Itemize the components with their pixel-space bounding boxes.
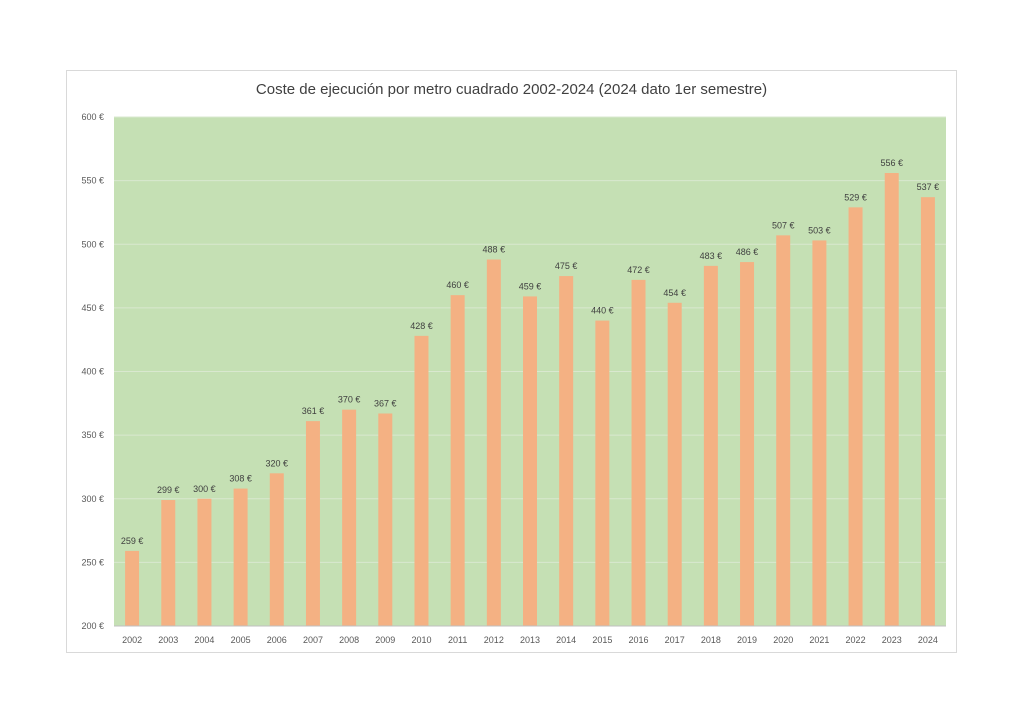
data-label: 483 €: [700, 251, 723, 261]
bar: [740, 262, 755, 626]
x-tick-label: 2008: [339, 635, 359, 645]
x-tick-label: 2003: [158, 635, 178, 645]
x-tick-label: 2005: [231, 635, 251, 645]
data-label: 460 €: [446, 280, 469, 290]
x-tick-label: 2012: [484, 635, 504, 645]
bar: [450, 295, 465, 626]
x-tick-label: 2019: [737, 635, 757, 645]
data-label: 459 €: [519, 281, 542, 291]
bar: [703, 265, 718, 626]
x-tick-label: 2002: [122, 635, 142, 645]
bar: [776, 235, 791, 626]
x-tick-label: 2022: [846, 635, 866, 645]
y-tick-label: 300 €: [81, 494, 104, 504]
x-tick-label: 2023: [882, 635, 902, 645]
y-tick-label: 350 €: [81, 430, 104, 440]
bar: [667, 302, 682, 626]
bar: [414, 335, 429, 626]
bar: [269, 473, 284, 626]
data-label: 488 €: [483, 245, 506, 255]
data-label: 259 €: [121, 536, 144, 546]
y-tick-label: 600 €: [81, 112, 104, 122]
bar: [378, 413, 393, 626]
data-label: 556 €: [880, 158, 903, 168]
x-tick-label: 2013: [520, 635, 540, 645]
data-label: 299 €: [157, 485, 180, 495]
x-axis: 2002 2003 2004 2005 2006 2007 2008 2009 2010 2011…: [114, 625, 946, 645]
bar: [812, 240, 827, 626]
data-label: 454 €: [663, 288, 686, 298]
x-tick-label: 2017: [665, 635, 685, 645]
bar: [848, 207, 863, 626]
chart-frame: Coste de ejecución por metro cuadrado 20…: [66, 70, 957, 653]
bar: [125, 550, 140, 626]
y-tick-label: 450 €: [81, 303, 104, 313]
x-tick-label: 2021: [809, 635, 829, 645]
data-label: 308 €: [229, 474, 252, 484]
bar-chart: 259 € 299 € 300 € 308 € 320 € 361 € 370 € 367 €…: [81, 112, 946, 645]
x-tick-label: 2024: [918, 635, 938, 645]
bar: [342, 409, 357, 626]
bar: [559, 276, 574, 626]
data-label: 361 €: [302, 406, 325, 416]
data-label: 440 €: [591, 306, 614, 316]
data-label: 428 €: [410, 321, 433, 331]
data-label: 320 €: [266, 458, 289, 468]
data-labels: 259 € 299 € 300 € 308 € 320 € 361 € 370 € 367 €…: [121, 158, 939, 546]
x-tick-label: 2007: [303, 635, 323, 645]
x-tick-label: 2011: [448, 635, 467, 645]
bars: [125, 172, 935, 626]
x-tick-label: 2018: [701, 635, 721, 645]
y-tick-label: 550 €: [81, 176, 104, 186]
data-label: 475 €: [555, 261, 578, 271]
x-tick-label: 2014: [556, 635, 576, 645]
data-label: 300 €: [193, 484, 216, 494]
data-label: 529 €: [844, 192, 867, 202]
bar: [233, 488, 248, 626]
data-label: 537 €: [917, 182, 940, 192]
bar: [884, 172, 899, 626]
data-label: 367 €: [374, 398, 397, 408]
x-tick-label: 2020: [773, 635, 793, 645]
y-tick-label: 250 €: [81, 557, 104, 567]
y-tick-label: 400 €: [81, 367, 104, 377]
x-tick-label: 2015: [592, 635, 612, 645]
data-label: 507 €: [772, 220, 795, 230]
bar: [486, 259, 501, 626]
bar: [631, 279, 646, 626]
bar: [305, 421, 320, 626]
data-label: 503 €: [808, 225, 831, 235]
data-label: 472 €: [627, 265, 650, 275]
data-label: 370 €: [338, 395, 361, 405]
x-tick-label: 2006: [267, 635, 287, 645]
x-tick-label: 2004: [194, 635, 214, 645]
y-axis: 200 € 250 € 300 € 350 € 400 € 450 € 500 € 550 €…: [81, 112, 104, 631]
x-tick-label: 2009: [375, 635, 395, 645]
chart-title: Coste de ejecución por metro cuadrado 20…: [255, 81, 768, 98]
x-tick-label: 2010: [411, 635, 431, 645]
y-tick-label: 500 €: [81, 239, 104, 249]
bar: [920, 197, 935, 626]
data-label: 486 €: [736, 247, 759, 257]
x-tick-label: 2016: [629, 635, 649, 645]
bar: [161, 500, 176, 626]
y-tick-label: 200 €: [81, 621, 104, 631]
bar: [197, 498, 212, 626]
bar: [595, 320, 610, 626]
bar: [523, 296, 537, 626]
